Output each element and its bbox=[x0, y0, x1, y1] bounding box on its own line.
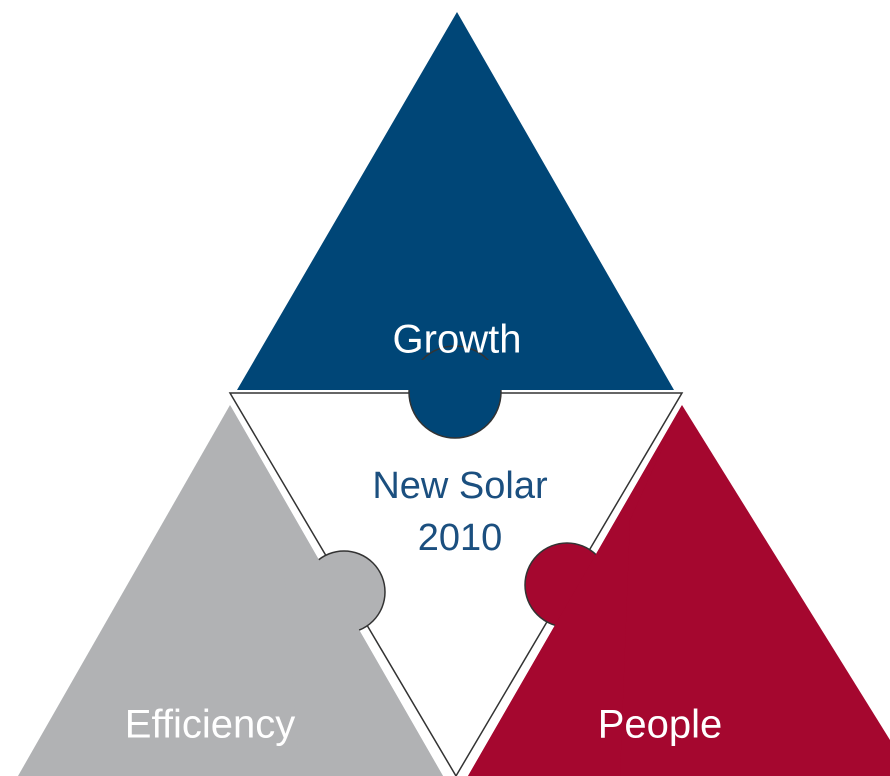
people-piece bbox=[468, 405, 890, 776]
center-line: 2010 bbox=[418, 517, 503, 559]
people-knob-cover bbox=[468, 405, 682, 776]
growth-piece bbox=[237, 12, 674, 439]
growth-knob-cover bbox=[400, 360, 510, 390]
segment-label: Growth bbox=[393, 318, 522, 362]
center-line: New Solar bbox=[372, 465, 548, 507]
segment-label: Efficiency bbox=[125, 703, 295, 747]
segment-label: People bbox=[598, 703, 723, 747]
efficiency-knob-cover bbox=[230, 405, 443, 776]
growth-triangle bbox=[237, 12, 674, 390]
efficiency-piece bbox=[18, 405, 443, 776]
